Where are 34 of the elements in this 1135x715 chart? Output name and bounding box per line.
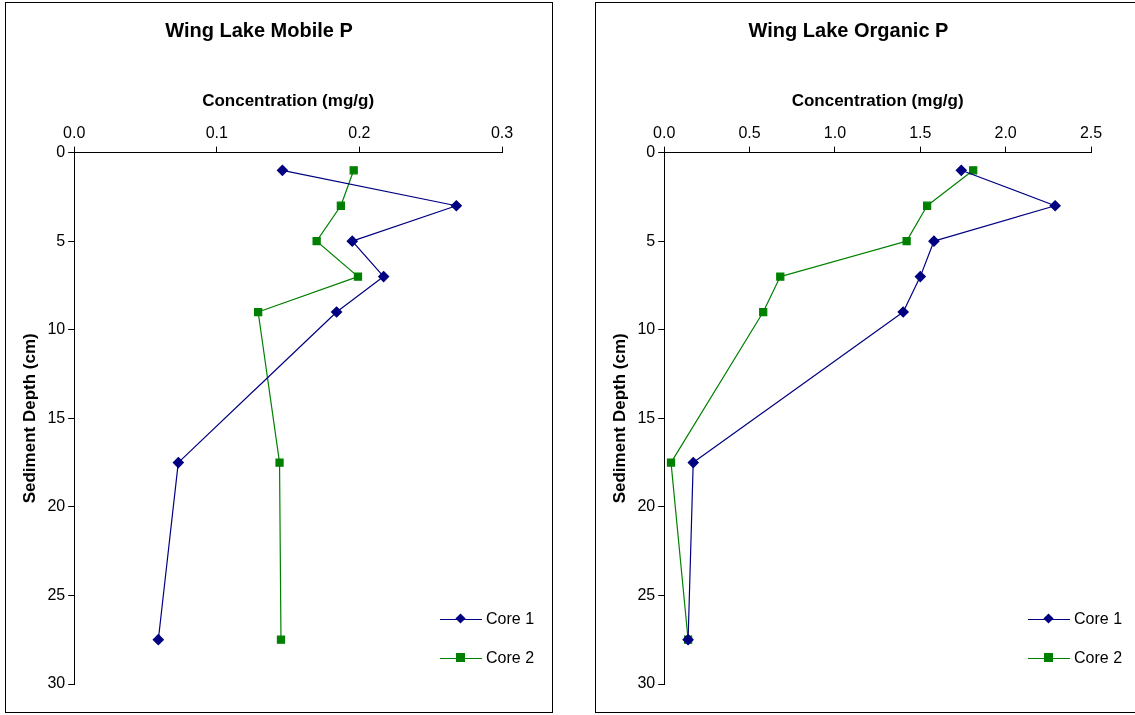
x-tick-label: 0.5 [738, 124, 761, 142]
y-tick-label: 20 [47, 497, 66, 515]
y-axis-title: Sediment Depth (cm) [19, 333, 39, 504]
x-tick-label: 0.1 [205, 124, 229, 142]
y-tick-label: 5 [56, 231, 66, 249]
y-tick-label: 0 [646, 143, 656, 161]
y-tick-label: 30 [47, 674, 66, 692]
x-axis-title: Concentration (mg/g) [791, 90, 964, 110]
x-tick-label: 0.3 [490, 124, 514, 142]
x-tick-label: 2.0 [994, 124, 1017, 142]
chart-title: Wing Lake Mobile P [165, 18, 353, 41]
legend-label: Core 1 [486, 609, 535, 628]
x-tick-label: 0.2 [348, 124, 371, 142]
y-tick-label: 25 [637, 585, 656, 603]
y-tick-label: 20 [637, 497, 656, 515]
y-tick-label: 15 [637, 408, 656, 426]
y-tick-label: 15 [47, 408, 66, 426]
x-tick-label: 1.5 [909, 124, 932, 142]
x-tick-label: 2.5 [1079, 124, 1103, 142]
legend-label: Core 2 [486, 648, 535, 667]
y-tick-label: 30 [637, 674, 656, 692]
chart-title: Wing Lake Organic P [748, 18, 949, 41]
y-axis-title: Sediment Depth (cm) [609, 333, 629, 504]
x-tick-label: 0.0 [653, 124, 676, 142]
x-tick-label: 0.0 [63, 124, 86, 142]
y-tick-label: 0 [56, 143, 66, 161]
legend-label: Core 2 [1074, 648, 1123, 667]
y-tick-label: 10 [47, 320, 66, 338]
x-axis-title: Concentration (mg/g) [202, 90, 375, 110]
y-tick-label: 25 [47, 585, 66, 603]
y-tick-label: 10 [637, 320, 656, 338]
y-tick-label: 5 [646, 231, 656, 249]
x-tick-label: 1.0 [823, 124, 847, 142]
legend-label: Core 1 [1074, 609, 1123, 628]
